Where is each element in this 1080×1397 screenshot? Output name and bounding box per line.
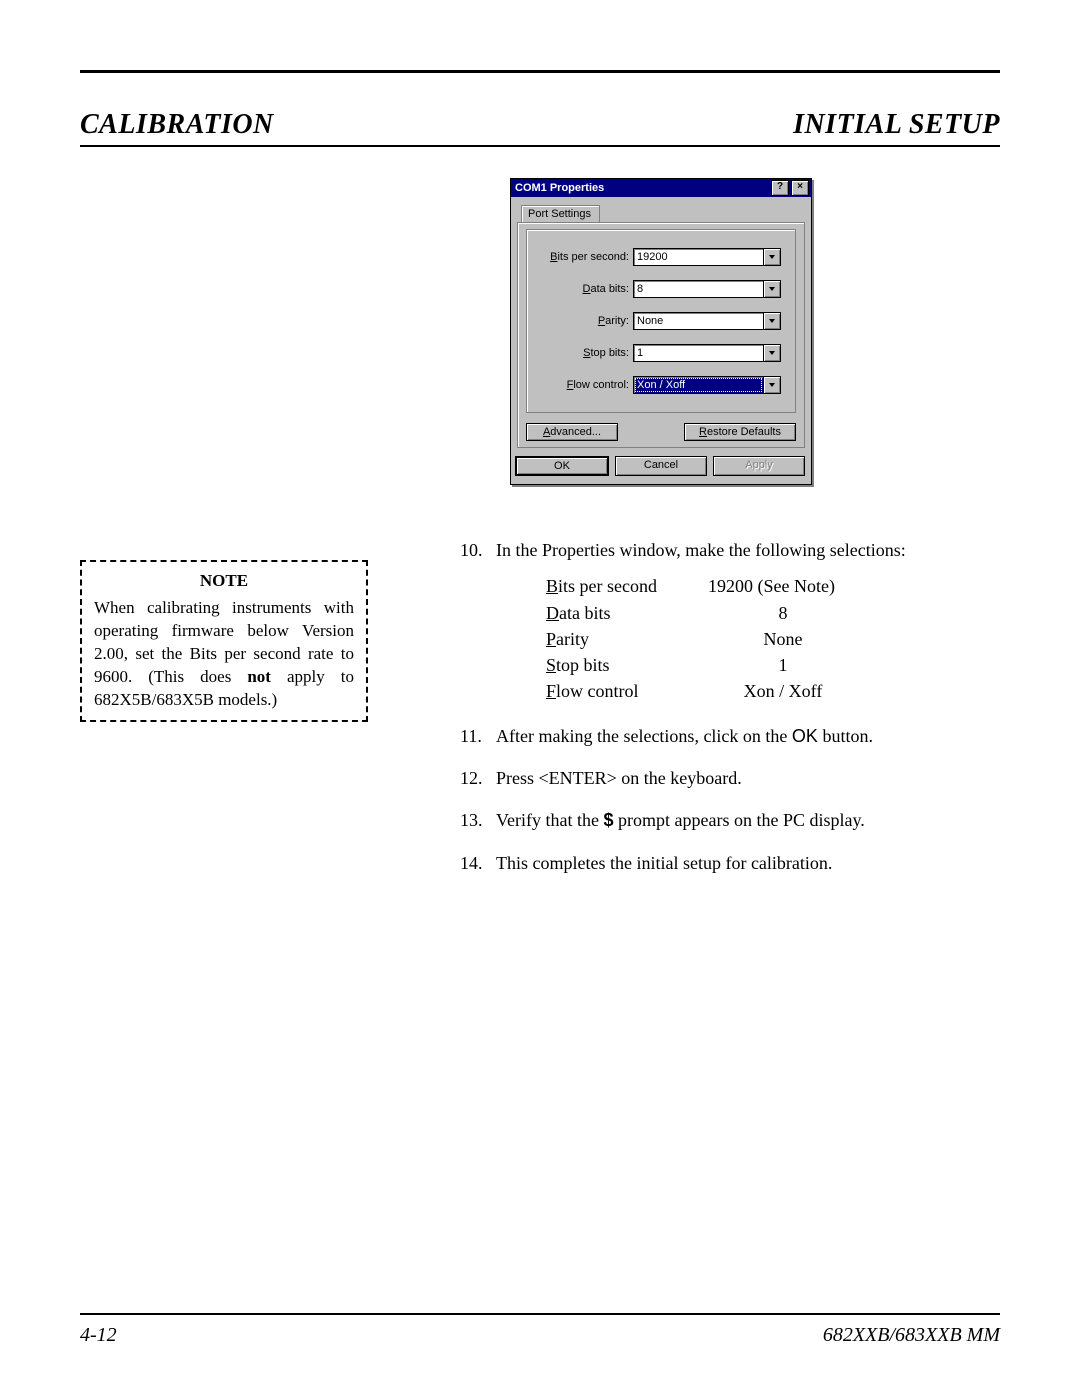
combo-parity[interactable]: None bbox=[633, 312, 781, 330]
tab-panel: Bits per second: 19200 Data bits: 8 bbox=[517, 222, 805, 448]
note-body: When calibrating instruments with operat… bbox=[94, 597, 354, 712]
page-header: CALIBRATION INITIAL SETUP bbox=[80, 109, 1000, 141]
label-stop-bits: Stop bits: bbox=[541, 347, 633, 359]
step-13: Verify that the $ prompt appears on the … bbox=[460, 808, 1000, 832]
advanced-button[interactable]: Advanced... bbox=[526, 423, 618, 441]
header-left: CALIBRATION bbox=[80, 109, 274, 141]
settings-table: Bits per second 19200 (See Note) Data bi… bbox=[544, 572, 860, 705]
label-bits-per-second: Bits per second: bbox=[541, 251, 633, 263]
combo-flow-control[interactable]: Xon / Xoff bbox=[633, 376, 781, 394]
value-bits-per-second: 19200 bbox=[633, 248, 764, 266]
value-stop-bits: 1 bbox=[633, 344, 764, 362]
step-12: Press <ENTER> on the keyboard. bbox=[460, 766, 1000, 790]
help-icon[interactable]: ? bbox=[771, 180, 789, 196]
combo-bits-per-second[interactable]: 19200 bbox=[633, 248, 781, 266]
chevron-down-icon[interactable] bbox=[764, 312, 781, 330]
step-11: After making the selections, click on th… bbox=[460, 724, 1000, 748]
close-icon[interactable]: × bbox=[791, 180, 809, 196]
panel-button-row: Advanced... Restore Defaults bbox=[526, 423, 796, 441]
ok-button[interactable]: OK bbox=[515, 456, 609, 476]
settings-frame: Bits per second: 19200 Data bits: 8 bbox=[526, 229, 796, 413]
chevron-down-icon[interactable] bbox=[764, 344, 781, 362]
field-bits-per-second: Bits per second: 19200 bbox=[541, 248, 781, 266]
top-rule bbox=[80, 70, 1000, 73]
tab-strip: Port Settings bbox=[517, 203, 805, 223]
field-parity: Parity: None bbox=[541, 312, 781, 330]
window-title: COM1 Properties bbox=[515, 182, 769, 194]
footer-rule bbox=[80, 1313, 1000, 1315]
label-data-bits: Data bits: bbox=[541, 283, 633, 295]
note-title: NOTE bbox=[94, 570, 354, 593]
combo-stop-bits[interactable]: 1 bbox=[633, 344, 781, 362]
table-row: Parity None bbox=[546, 627, 858, 651]
tab-port-settings[interactable]: Port Settings bbox=[521, 205, 600, 222]
screenshot-dialog: COM1 Properties ? × Port Settings Bits p… bbox=[510, 178, 812, 485]
header-underline bbox=[80, 145, 1000, 147]
steps-list: In the Properties window, make the follo… bbox=[460, 538, 1000, 875]
com1-properties-window: COM1 Properties ? × Port Settings Bits p… bbox=[510, 178, 812, 485]
value-flow-control: Xon / Xoff bbox=[633, 376, 764, 394]
value-data-bits: 8 bbox=[633, 280, 764, 298]
instructions: In the Properties window, make the follo… bbox=[460, 538, 1000, 893]
step-10: In the Properties window, make the follo… bbox=[460, 538, 1000, 706]
step-14: This completes the initial setup for cal… bbox=[460, 851, 1000, 875]
table-row: Data bits 8 bbox=[546, 601, 858, 625]
page: CALIBRATION INITIAL SETUP COM1 Propertie… bbox=[0, 0, 1080, 1397]
table-row: Stop bits 1 bbox=[546, 653, 858, 677]
value-parity: None bbox=[633, 312, 764, 330]
manual-id: 682XXB/683XXB MM bbox=[823, 1324, 1000, 1347]
chevron-down-icon[interactable] bbox=[764, 280, 781, 298]
cancel-button[interactable]: Cancel bbox=[615, 456, 707, 476]
field-stop-bits: Stop bits: 1 bbox=[541, 344, 781, 362]
titlebar: COM1 Properties ? × bbox=[511, 179, 811, 197]
restore-defaults-button[interactable]: Restore Defaults bbox=[684, 423, 796, 441]
field-data-bits: Data bits: 8 bbox=[541, 280, 781, 298]
header-right: INITIAL SETUP bbox=[793, 109, 1000, 141]
chevron-down-icon[interactable] bbox=[764, 248, 781, 266]
chevron-down-icon[interactable] bbox=[764, 376, 781, 394]
apply-button[interactable]: Apply bbox=[713, 456, 805, 476]
table-row: Bits per second 19200 (See Note) bbox=[546, 574, 858, 598]
dialog-button-row: OK Cancel Apply bbox=[517, 456, 805, 476]
footer-row: 4-12 682XXB/683XXB MM bbox=[80, 1324, 1000, 1347]
page-number: 4-12 bbox=[80, 1324, 117, 1347]
label-parity: Parity: bbox=[541, 315, 633, 327]
client-area: Port Settings Bits per second: 19200 Da bbox=[511, 197, 811, 484]
table-row: Flow control Xon / Xoff bbox=[546, 679, 858, 703]
field-flow-control: Flow control: Xon / Xoff bbox=[541, 376, 781, 394]
label-flow-control: Flow control: bbox=[541, 379, 633, 391]
note-box: NOTE When calibrating instruments with o… bbox=[80, 560, 368, 722]
combo-data-bits[interactable]: 8 bbox=[633, 280, 781, 298]
